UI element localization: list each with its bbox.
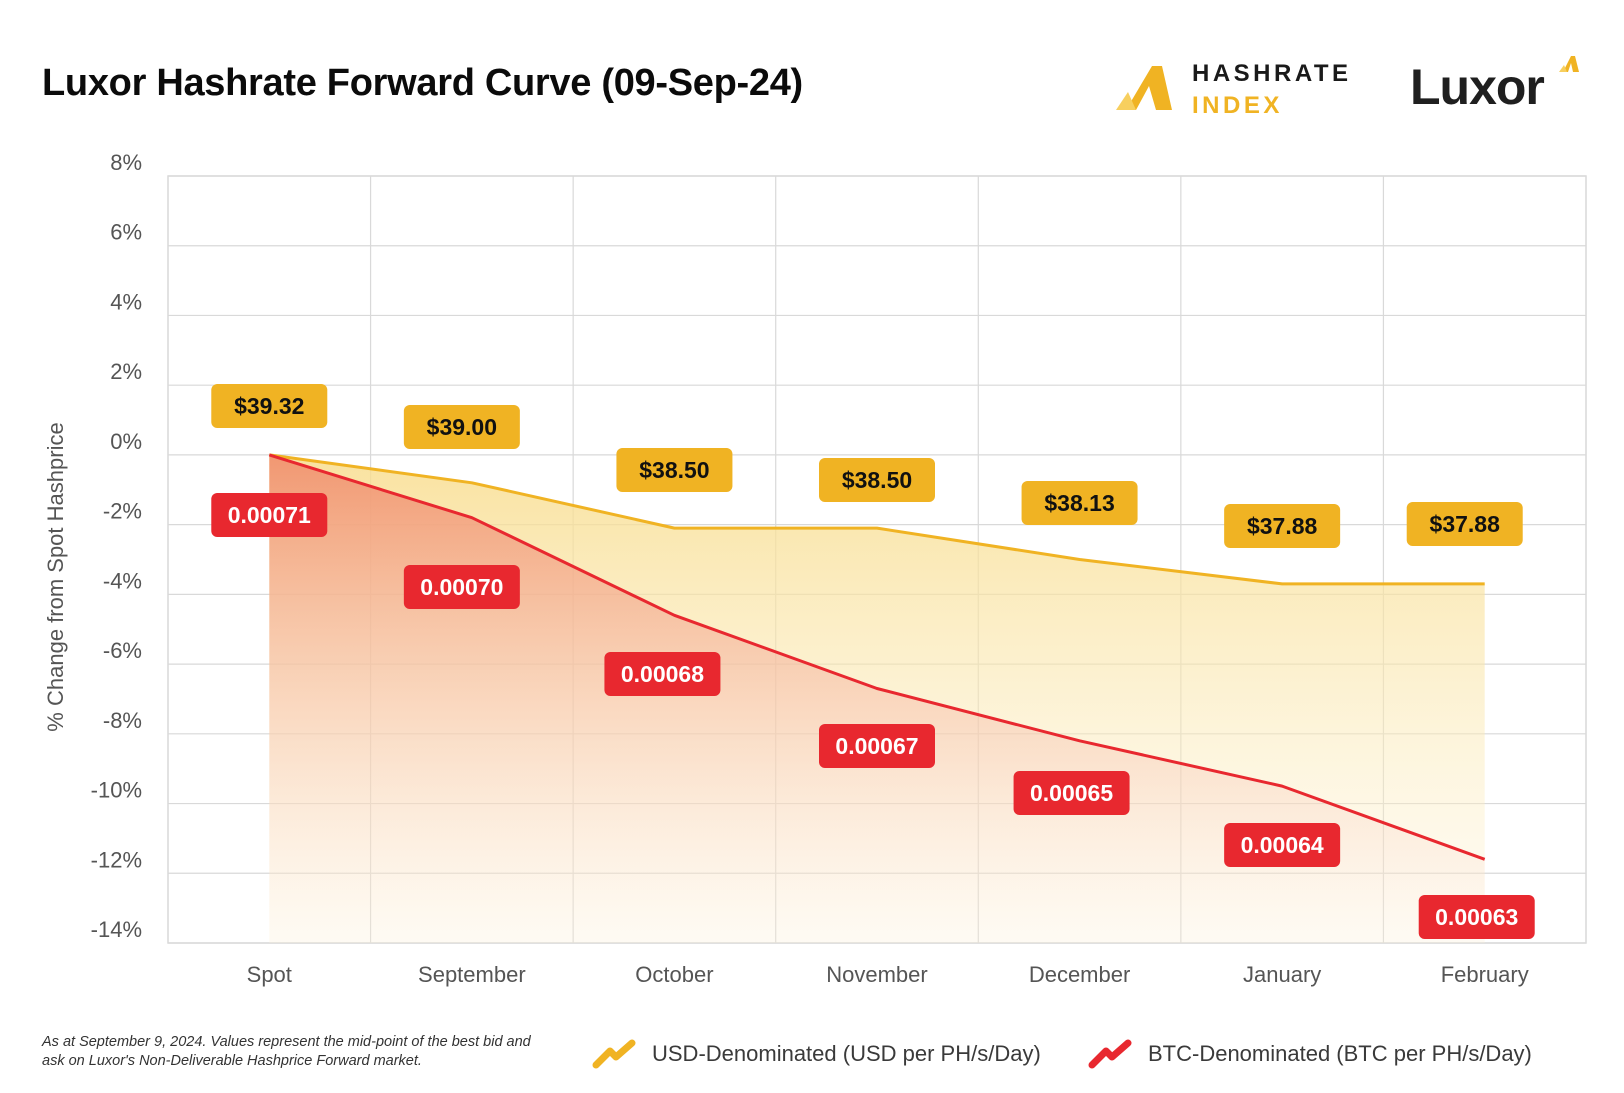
x-tick-label: February	[1441, 962, 1529, 987]
btc-price-label: 0.00071	[211, 493, 328, 537]
usd-price-label: $39.32	[211, 384, 328, 428]
axes: 8% 6% 4% 2% 0% -2% -4% -6% -8% -10% -12% -14% Spot Se…	[91, 150, 1529, 987]
btc-price-label-text: 0.00070	[420, 574, 503, 600]
y-tick-label: -2%	[103, 499, 142, 524]
legend-btc-line-icon	[1088, 1039, 1132, 1069]
btc-price-label: 0.00070	[403, 565, 520, 609]
usd-price-label-bg	[403, 405, 520, 449]
y-tick-label: 6%	[110, 220, 142, 245]
btc-price-label-bg	[604, 652, 721, 696]
btc-price-label-bg	[1418, 895, 1535, 939]
usd-price-label-bg	[211, 384, 328, 428]
usd-price-label-bg	[1224, 504, 1341, 548]
usd-price-label-bg	[1406, 502, 1523, 546]
usd-price-label: $38.50	[616, 448, 733, 492]
btc-series-line	[268, 453, 1486, 861]
legend-usd-label: USD-Denominated (USD per PH/s/Day)	[652, 1041, 1041, 1066]
btc-price-label-text: 0.00071	[228, 502, 311, 528]
x-tick-label: January	[1243, 962, 1321, 987]
series-areas	[269, 454, 1485, 943]
y-tick-label: -8%	[103, 708, 142, 733]
y-tick-label: 0%	[110, 429, 142, 454]
y-tick-label: -6%	[103, 638, 142, 663]
usd-price-label-text: $39.32	[234, 393, 304, 419]
y-tick-label: -12%	[91, 847, 142, 872]
y-tick-label: -10%	[91, 778, 142, 803]
y-axis-label: % Change from Spot Hashprice	[43, 422, 68, 731]
usd-price-label-bg	[1021, 481, 1138, 525]
x-tick-label: December	[1029, 962, 1130, 987]
usd-price-label-text: $37.88	[1430, 511, 1501, 537]
data-labels: $39.32 $39.00 $38.50 $38.50 $38.13 $37.88 $37.…	[211, 384, 1535, 939]
usd-price-label-text: $39.00	[427, 414, 497, 440]
usd-price-label-text: $38.50	[842, 467, 912, 493]
legend-btc-label: BTC-Denominated (BTC per PH/s/Day)	[1148, 1041, 1532, 1066]
usd-series-line	[269, 453, 1485, 586]
series-lines	[268, 453, 1486, 861]
usd-price-label: $38.50	[819, 458, 935, 502]
hashrate-index-logo-line2: INDEX	[1192, 92, 1283, 119]
btc-price-label-text: 0.00065	[1030, 780, 1113, 806]
hashrate-index-logo: HASHRATE INDEX	[1116, 58, 1356, 119]
hashrate-index-logo-line1: HASHRATE	[1192, 60, 1352, 87]
footnote: As at September 9, 2024. Values represen…	[42, 1034, 531, 1069]
x-tick-label: October	[635, 962, 713, 987]
usd-price-label: $38.13	[1021, 481, 1138, 525]
x-tick-label: Spot	[247, 962, 292, 987]
legend-usd-line-icon	[592, 1039, 636, 1069]
y-tick-label: -14%	[91, 917, 142, 942]
y-tick-label: 2%	[110, 359, 142, 384]
x-tick-label: September	[418, 962, 526, 987]
y-tick-label: 8%	[110, 150, 142, 175]
usd-price-label-text: $38.13	[1044, 490, 1114, 516]
btc-area	[269, 454, 1485, 943]
chart-title: Luxor Hashrate Forward Curve (09-Sep-24)	[42, 62, 803, 104]
btc-price-label-bg	[211, 493, 328, 537]
btc-price-label: 0.00063	[1418, 895, 1535, 939]
btc-price-label-text: 0.00063	[1435, 904, 1518, 930]
usd-price-label-bg	[616, 448, 733, 492]
usd-price-label-text: $37.88	[1247, 513, 1318, 539]
btc-price-label-bg	[1224, 823, 1341, 867]
legend-usd: USD-Denominated (USD per PH/s/Day)	[592, 1036, 1041, 1072]
btc-price-label-text: 0.00064	[1241, 832, 1324, 858]
usd-price-label: $37.88	[1406, 502, 1523, 546]
btc-price-label-bg	[1013, 771, 1130, 815]
usd-price-label-text: $38.50	[639, 457, 709, 483]
btc-price-label-bg	[819, 724, 935, 768]
luxor-logo-wordmark: Luxor	[1410, 59, 1545, 115]
usd-price-label-bg	[819, 458, 935, 502]
usd-price-label: $37.88	[1224, 504, 1341, 548]
usd-price-label: $39.00	[403, 405, 520, 449]
btc-price-label-bg	[403, 565, 520, 609]
btc-price-label-text: 0.00067	[835, 733, 918, 759]
btc-price-label: 0.00067	[819, 724, 935, 768]
y-tick-label: -4%	[103, 568, 142, 593]
btc-price-label-text: 0.00068	[621, 661, 704, 687]
luxor-logo-icon	[1559, 56, 1579, 72]
btc-price-label: 0.00068	[604, 652, 721, 696]
legend-btc: BTC-Denominated (BTC per PH/s/Day)	[1088, 1036, 1532, 1072]
btc-price-label: 0.00065	[1013, 771, 1130, 815]
luxor-logo: Luxor	[1410, 52, 1590, 122]
x-tick-label: November	[826, 962, 927, 987]
y-tick-label: 4%	[110, 289, 142, 314]
btc-price-label: 0.00064	[1224, 823, 1341, 867]
hashrate-index-logo-icon	[1116, 66, 1172, 110]
